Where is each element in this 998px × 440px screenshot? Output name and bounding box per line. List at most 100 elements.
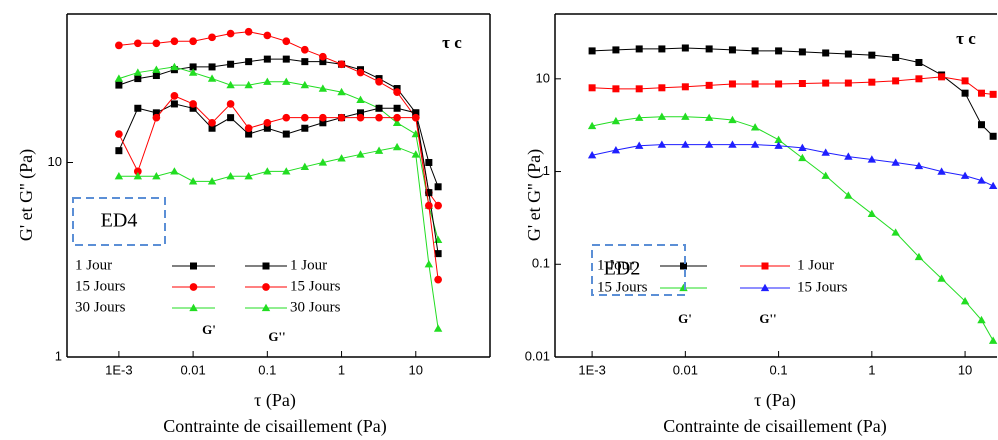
data-point xyxy=(915,58,923,66)
annotation-box xyxy=(72,197,166,246)
data-point xyxy=(134,104,142,112)
data-point xyxy=(208,124,216,132)
data-point xyxy=(188,68,198,76)
data-point xyxy=(635,113,644,121)
data-point xyxy=(152,39,161,48)
data-point xyxy=(960,296,970,305)
legend-marker xyxy=(680,262,687,270)
data-point xyxy=(263,118,272,127)
data-point xyxy=(728,80,736,88)
data-point xyxy=(208,118,216,127)
data-point xyxy=(115,41,123,50)
data-point xyxy=(434,183,442,191)
series-line xyxy=(118,146,439,329)
data-point xyxy=(681,83,689,91)
data-point xyxy=(774,135,783,143)
annotation: ED4 xyxy=(101,210,138,232)
data-point xyxy=(318,84,328,92)
data-point xyxy=(319,58,327,66)
data-point xyxy=(170,37,179,46)
data-point xyxy=(133,172,143,180)
data-point xyxy=(189,100,197,108)
data-point xyxy=(263,167,272,175)
data-point xyxy=(282,130,290,138)
data-point xyxy=(635,85,643,93)
data-point xyxy=(245,58,253,66)
data-point xyxy=(681,140,690,148)
y-tick-label: 10 xyxy=(536,70,550,85)
x-tick-label: 1E-3 xyxy=(105,362,132,377)
data-point xyxy=(434,250,442,258)
data-point xyxy=(821,148,830,156)
data-point xyxy=(937,167,946,175)
annotation: ED2 xyxy=(604,258,641,280)
legend-marker xyxy=(190,262,197,270)
data-point xyxy=(977,121,985,129)
annotation: G'' xyxy=(268,329,285,344)
data-point xyxy=(152,109,160,117)
data-point xyxy=(227,114,235,122)
data-point xyxy=(189,37,197,46)
data-point xyxy=(337,87,346,96)
data-point xyxy=(189,63,197,71)
data-point xyxy=(867,209,877,217)
data-point xyxy=(612,46,620,54)
x-tick-label: 0.1 xyxy=(770,362,788,377)
data-point xyxy=(282,37,291,46)
data-point xyxy=(356,113,365,122)
data-point xyxy=(226,29,235,38)
data-point xyxy=(988,336,998,344)
x-tick-label: 1 xyxy=(338,362,345,377)
data-point xyxy=(750,123,760,131)
data-point xyxy=(300,162,310,170)
data-point xyxy=(208,63,216,71)
data-point xyxy=(356,68,365,77)
data-point xyxy=(152,172,161,180)
data-point xyxy=(412,109,420,117)
legend-label: 30 Jours xyxy=(75,299,126,315)
data-point xyxy=(393,113,401,122)
x-tick-label: 1E-3 xyxy=(578,362,605,377)
data-point xyxy=(433,324,443,332)
data-point xyxy=(424,259,434,268)
data-point xyxy=(425,189,433,197)
data-point xyxy=(170,92,179,100)
legend-label: 1 Jour xyxy=(797,257,834,273)
data-point xyxy=(775,47,783,55)
data-point xyxy=(425,158,433,166)
data-point xyxy=(207,74,217,82)
data-point xyxy=(798,80,806,88)
data-point xyxy=(988,181,998,190)
legend-label: 15 Jours xyxy=(797,279,848,295)
data-point xyxy=(989,132,997,140)
data-point xyxy=(891,228,900,236)
data-point xyxy=(844,79,852,87)
y-axis-label: G' et G'' (Pa) xyxy=(524,149,545,241)
x-axis-label: Contrainte de cisaillement (Pa) xyxy=(163,416,386,437)
legend-marker xyxy=(189,303,198,312)
data-point xyxy=(411,113,420,122)
data-point xyxy=(914,252,924,261)
data-point xyxy=(977,89,985,97)
data-point xyxy=(728,115,737,124)
data-point xyxy=(375,104,383,112)
data-point xyxy=(611,145,621,154)
legend-label: 1 Jour xyxy=(75,257,112,273)
data-point xyxy=(750,140,760,148)
y-tick-label: 1 xyxy=(55,348,62,363)
data-point xyxy=(133,167,142,176)
data-point xyxy=(393,88,401,96)
data-point xyxy=(114,172,124,180)
data-point xyxy=(977,176,986,184)
data-point xyxy=(170,167,179,175)
legend-label: 15 Jours xyxy=(75,278,126,294)
data-point xyxy=(775,80,783,88)
data-point xyxy=(588,47,596,55)
legend-label: 1 Jour xyxy=(597,257,634,273)
data-point xyxy=(282,55,290,63)
annotation: G' xyxy=(202,322,216,337)
data-point xyxy=(392,118,402,126)
data-point xyxy=(208,33,216,42)
data-point xyxy=(226,100,235,108)
data-point xyxy=(226,80,235,89)
